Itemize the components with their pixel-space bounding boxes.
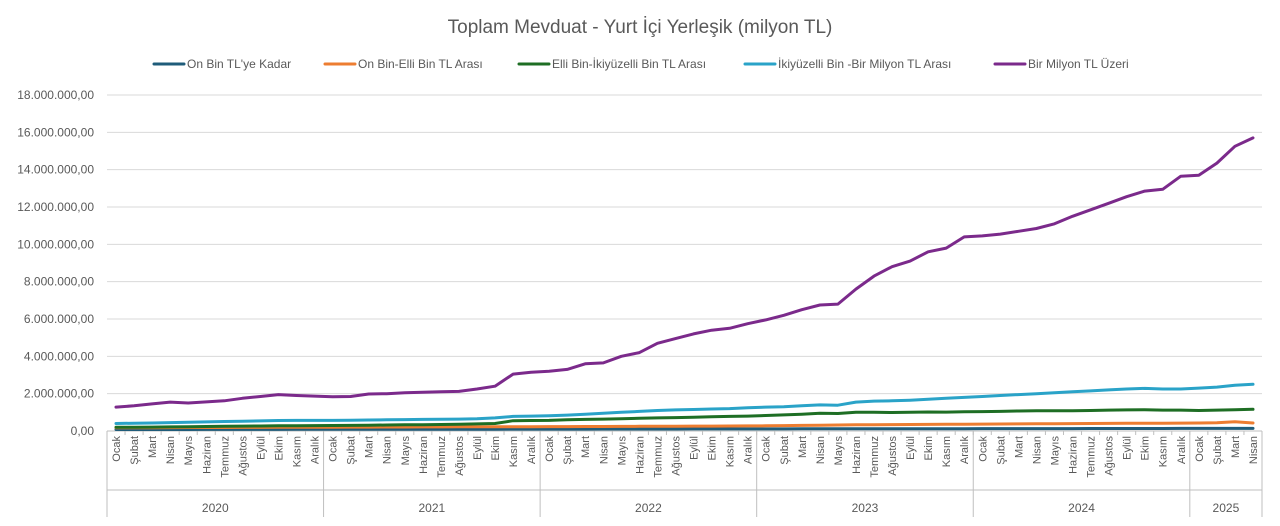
x-tick-label: Temmuz (652, 436, 664, 478)
x-tick-label: Nisan (598, 436, 610, 464)
x-tick-label: Ağustos (1104, 436, 1116, 476)
x-tick-label: Nisan (165, 436, 177, 464)
x-tick-label: Mart (580, 436, 592, 458)
x-tick-label: Temmuz (1086, 436, 1098, 478)
series-line (114, 407, 1255, 429)
x-tick-label: Aralık (526, 436, 538, 465)
x-tick-label: Haziran (634, 436, 646, 474)
legend: On Bin TL'ye Kadar On Bin-Elli Bin TL Ara… (152, 57, 1129, 71)
grid (107, 94, 1262, 432)
x-tick-label: Haziran (1068, 436, 1080, 474)
x-tick-label: Mayıs (400, 436, 412, 466)
x-year-label: 2024 (1068, 501, 1095, 515)
x-tick-label: Şubat (129, 436, 141, 465)
x-tick-label: Mart (364, 436, 376, 458)
x-tick-label: Ocak (977, 436, 989, 462)
x-tick-label: Ocak (544, 436, 556, 462)
x-tick-label: Mart (1230, 436, 1242, 458)
x-tick-label: Şubat (1212, 436, 1224, 465)
x-year-label: 2021 (418, 501, 445, 515)
x-tick-label: Kasım (1158, 436, 1170, 467)
x-tick-label: Aralık (959, 436, 971, 465)
x-tick-label: Nisan (815, 436, 827, 464)
y-tick-label: 16.000.000,00 (17, 125, 94, 139)
x-tick-label: Ocak (328, 436, 340, 462)
x-tick-label: Şubat (346, 436, 358, 465)
y-tick-label: 6.000.000,00 (24, 312, 94, 326)
x-tick-label: Ağustos (887, 436, 899, 476)
x-tick-label: Temmuz (219, 436, 231, 478)
x-tick-label: Ağustos (454, 436, 466, 476)
x-tick-label: Ocak (111, 436, 123, 462)
series-line (114, 420, 1255, 430)
series-lines (114, 136, 1255, 431)
y-tick-label: 12.000.000,00 (17, 200, 94, 214)
legend-label: Bir Milyon TL Üzeri (1028, 57, 1129, 71)
x-tick-label: Eylül (472, 436, 484, 460)
x-tick-label: Nisan (382, 436, 394, 464)
y-tick-label: 10.000.000,00 (17, 237, 94, 251)
legend-label: Elli Bin-İkiyüzelli Bin TL Arası (552, 57, 706, 71)
legend-label: On Bin TL'ye Kadar (187, 57, 291, 71)
x-year-label: 2022 (635, 501, 662, 515)
y-tick-label: 8.000.000,00 (24, 275, 94, 289)
x-tick-label: Mart (797, 436, 809, 458)
x-tick-label: Mart (1013, 436, 1025, 458)
y-tick-label: 14.000.000,00 (17, 163, 94, 177)
x-tick-label: Temmuz (436, 436, 448, 478)
x-tick-label: Ekim (923, 436, 935, 460)
series-line (114, 426, 1255, 431)
series-line (114, 136, 1255, 409)
x-tick-label: Kasım (291, 436, 303, 467)
x-tick-label: Nisan (1031, 436, 1043, 464)
x-tick-label: Eylül (689, 436, 701, 460)
x-tick-label: Aralık (743, 436, 755, 465)
y-tick-label: 4.000.000,00 (24, 349, 94, 363)
series-line (114, 382, 1255, 425)
x-tick-label: Mayıs (1049, 436, 1061, 466)
x-year-label: 2020 (202, 501, 229, 515)
x-year-label: 2025 (1213, 501, 1240, 515)
x-tick-label: Ağustos (670, 436, 682, 476)
x-tick-label: Haziran (201, 436, 213, 474)
x-tick-label: Şubat (562, 436, 574, 465)
x-tick-label: Kasım (508, 436, 520, 467)
x-tick-label: Ekim (707, 436, 719, 460)
x-tick-label: Kasım (941, 436, 953, 467)
x-year-label: 2023 (852, 501, 879, 515)
x-tick-label: Aralık (1176, 436, 1188, 465)
x-tick-label: Eylül (1122, 436, 1134, 460)
x-tick-label: Ekim (1140, 436, 1152, 460)
x-tick-label: Haziran (851, 436, 863, 474)
x-axis: Ocak Şubat Mart Nisan Mayıs Haziran Temmuz Ağus… (106, 431, 1263, 517)
x-tick-label: Mayıs (616, 436, 628, 466)
x-tick-label: Eylül (255, 436, 267, 460)
x-tick-label: Eylül (905, 436, 917, 460)
x-tick-label: Kasım (725, 436, 737, 467)
legend-label: İkiyüzelli Bin -Bir Milyon TL Arası (778, 57, 951, 71)
y-axis: 0,00 2.000.000,00 4.000.000,00 6.000.000,00… (17, 88, 94, 438)
x-tick-label: Mart (147, 436, 159, 458)
y-tick-label: 2.000.000,00 (24, 387, 94, 401)
x-tick-label: Temmuz (869, 436, 881, 478)
x-tick-label: Mayıs (183, 436, 195, 466)
legend-label: On Bin-Elli Bin TL Arası (358, 57, 483, 71)
y-tick-label: 18.000.000,00 (17, 88, 94, 102)
x-tick-label: Ekim (273, 436, 285, 460)
y-tick-label: 0,00 (71, 424, 95, 438)
x-tick-label: Ocak (1194, 436, 1206, 462)
chart-title: Toplam Mevduat - Yurt İçi Yerleşik (mily… (448, 17, 833, 38)
x-tick-label: Ekim (490, 436, 502, 460)
x-tick-label: Ocak (761, 436, 773, 462)
x-tick-label: Mayıs (833, 436, 845, 466)
x-tick-label: Şubat (779, 436, 791, 465)
x-tick-label: Şubat (995, 436, 1007, 465)
x-tick-label: Ağustos (237, 436, 249, 476)
x-tick-label: Haziran (418, 436, 430, 474)
x-tick-label: Aralık (310, 436, 322, 465)
x-tick-label: Nisan (1248, 436, 1260, 464)
